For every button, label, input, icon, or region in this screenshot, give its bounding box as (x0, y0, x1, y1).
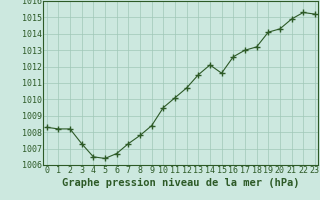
X-axis label: Graphe pression niveau de la mer (hPa): Graphe pression niveau de la mer (hPa) (62, 178, 300, 188)
